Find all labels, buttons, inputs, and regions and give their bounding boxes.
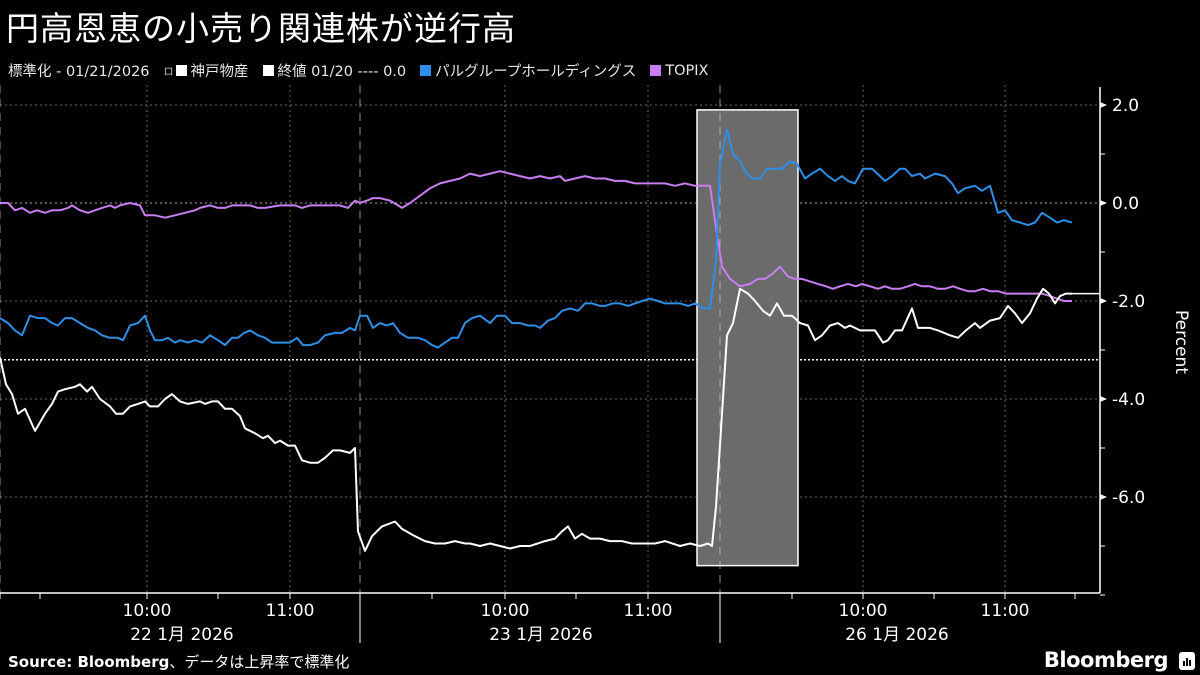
bloomberg-logo: Bloomberg [1043,648,1169,672]
y-tick-label: -6.0 [1112,488,1145,508]
series-line [0,170,1072,302]
legend-item-close-ref: 終値 01/20 ---- 0.0 [262,60,406,81]
x-tick-label: 11:00 [981,601,1030,621]
purple-square-icon [650,65,662,76]
legend-item-topix: TOPIX [650,63,709,79]
y-tick-label: -2.0 [1112,292,1145,312]
y-tick-label: 2.0 [1112,96,1139,116]
legend-item-kobe-bussan: ロ 神戸物産 [163,64,249,80]
series-lines [0,128,1100,552]
gridlines [0,85,1100,593]
white-square-icon [262,65,274,76]
x-day-label: 23 1月 2026 [489,625,593,645]
x-axis: 10:00 11:00 10:00 11:00 10:00 11:00 22 1月 2026… [0,592,1100,645]
bloomberg-chart-icon [1179,652,1195,670]
chart-title: 円高恩恵の小売り関連株が逆行高 [6,9,516,48]
legend-item-pal-group: パルグループホールディングス [420,60,636,81]
x-day-label: 26 1月 2026 [845,625,949,645]
x-day-label: 22 1月 2026 [130,625,234,645]
y-tick-label: 0.0 [1112,194,1139,214]
y-axis-title: Percent [1171,310,1191,374]
legend: 標準化 - 01/21/2026 ロ 神戸物産 終値 01/20 ---- 0.… [8,60,723,81]
highlight-box [696,109,799,567]
series-line [0,128,1073,349]
white-square-icon [175,65,187,76]
y-axis: 2.0 0.0 -2.0 -4.0 -6.0 [1099,87,1145,596]
source-note: Source: Bloomberg、データは上昇率で標準化 [8,653,350,671]
x-tick-label: 11:00 [624,601,673,621]
x-tick-label: 11:00 [266,601,315,621]
x-tick-label: 10:00 [123,601,172,621]
y-tick-label: -4.0 [1112,390,1145,410]
day-separators [0,85,721,593]
series-line [0,287,1072,552]
blue-square-icon [420,65,432,76]
flag-icon: ロ [163,67,174,78]
x-tick-label: 10:00 [481,601,530,621]
legend-normalized-label: 標準化 - 01/21/2026 [8,64,150,80]
x-tick-label: 10:00 [839,601,888,621]
